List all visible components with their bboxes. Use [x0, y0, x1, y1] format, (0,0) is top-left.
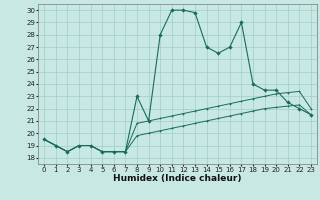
- X-axis label: Humidex (Indice chaleur): Humidex (Indice chaleur): [113, 174, 242, 183]
